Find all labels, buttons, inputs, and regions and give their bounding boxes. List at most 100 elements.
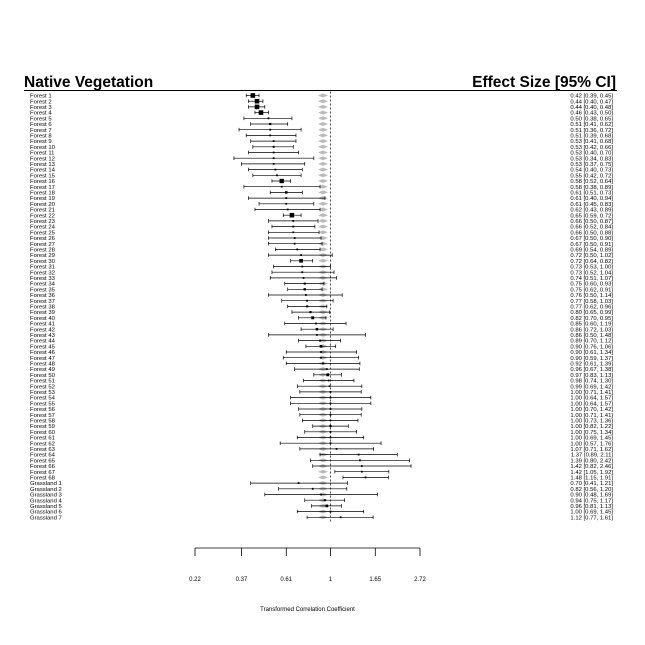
study-row: Forest 25 0.66 [0.50, 0.88] [30,230,613,236]
study-label: Grassland 2 [30,487,62,493]
effect-size-text: 0.58 [0.38, 0.89] [570,185,613,191]
study-label: Forest 49 [30,367,55,373]
study-label: Forest 45 [30,344,56,350]
study-label: Forest 31 [30,265,55,271]
study-row: Forest 47 0.90 [0.59, 1.37] [30,355,613,362]
point-estimate [267,117,270,120]
study-row: Forest 50 0.97 [0.83, 1.13] [30,372,613,379]
study-row: Forest 9 0.53 [0.41, 0.68] [30,139,613,145]
prediction-diamond [318,139,329,144]
study-label: Forest 22 [30,213,55,219]
study-label: Forest 28 [30,248,56,254]
study-label: Forest 58 [30,419,56,425]
study-label: Forest 40 [30,316,56,322]
point-estimate [292,231,295,234]
study-label: Forest 15 [30,173,56,179]
study-row: Forest 11 0.53 [0.40, 0.70] [30,150,613,157]
study-row: Forest 62 1.00 [0.57, 1.76] [30,441,613,447]
study-label: Forest 47 [30,356,55,362]
effect-size-text: 0.73 [0.53, 1.00] [570,265,613,271]
study-row: Forest 66 1.42 [0.82, 2.46] [30,464,613,470]
effect-size-text: 0.67 [0.50, 0.90] [570,236,613,242]
effect-size-text: 0.82 [0.70, 0.95] [570,316,613,322]
point-estimate [305,294,307,296]
study-row: Forest 51 0.98 [0.74, 1.30] [30,378,613,385]
study-rows: Forest 1 0.42 [0.39, 0.45] Forest 2 0.44 [0… [30,91,613,524]
effect-size-text: 0.69 [0.54, 0.89] [570,248,613,254]
effect-size-text: 0.66 [0.52, 0.84] [570,225,613,231]
point-estimate [300,254,302,256]
study-label: Forest 18 [30,191,56,197]
x-tick-label: 1.65 [369,577,381,583]
point-estimate [254,104,260,110]
study-row: Forest 16 0.58 [0.52, 0.64] [30,178,613,185]
study-label: Forest 29 [30,253,55,259]
study-row: Grassland 7 1.12 [0.77, 1.61] [30,515,613,521]
effect-size-text: 0.96 [0.81, 1.13] [570,504,613,510]
study-label: Grassland 1 [30,481,62,487]
point-estimate [272,140,275,142]
study-label: Forest 66 [30,464,56,470]
study-row: Forest 58 1.00 [0.73, 1.36] [30,418,613,425]
effect-size-text: 0.90 [0.59, 1.37] [570,356,613,362]
study-row: Forest 20 0.61 [0.45, 0.83] [30,201,613,208]
study-label: Forest 7 [30,128,52,134]
effect-size-text: 0.73 [0.52, 1.04] [570,270,613,276]
effect-size-text: 0.98 [0.74, 1.30] [570,379,613,385]
effect-size-text: 1.00 [0.71, 1.41] [570,390,613,396]
point-estimate [360,470,363,473]
effect-size-text: 0.50 [0.38, 0.65] [570,116,613,122]
study-label: Forest 52 [30,384,55,390]
study-row: Forest 36 0.76 [0.50, 1.14] [30,293,613,299]
effect-size-text: 0.77 [0.58, 1.03] [570,299,613,305]
point-estimate [335,448,338,450]
effect-size-text: 0.44 [0.40, 0.48] [570,105,613,111]
study-label: Forest 23 [30,219,56,225]
study-row: Forest 27 0.67 [0.50, 0.91] [30,241,613,248]
effect-size-text: 0.86 [0.72, 1.03] [570,327,613,333]
point-estimate [339,516,342,519]
study-label: Forest 26 [30,236,56,242]
effect-size-text: 0.74 [0.51, 1.07] [570,276,613,282]
study-row: Grassland 4 0.94 [0.75, 1.17] [30,498,613,504]
study-label: Forest 24 [30,225,56,231]
point-estimate [269,134,272,137]
study-row: Forest 3 0.44 [0.40, 0.48] [30,104,613,111]
effect-size-text: 0.53 [0.41, 0.68] [570,139,613,145]
point-estimate [250,93,256,98]
prediction-diamond [318,201,329,206]
effect-size-text: 1.00 [0.64, 1.57] [570,401,613,407]
effect-size-text: 1.00 [0.73, 1.36] [570,419,613,425]
study-row: Forest 15 0.55 [0.42, 0.72] [30,173,613,179]
study-row: Grassland 5 0.96 [0.81, 1.13] [30,503,613,510]
x-tick-label: 1 [329,577,333,583]
point-estimate [329,442,332,445]
prediction-diamond [318,224,329,229]
effect-size-text: 0.53 [0.42, 0.66] [570,145,613,151]
point-estimate [279,178,284,184]
study-row: Forest 59 1.00 [0.82, 1.22] [30,424,613,430]
effect-size-text: 1.00 [0.71, 1.41] [570,413,613,419]
study-label: Forest 44 [30,339,56,345]
effect-size-text: 0.82 [0.56, 1.20] [570,487,613,493]
point-estimate [301,271,304,274]
effect-size-text: 0.62 [0.43, 0.89] [570,208,613,214]
study-label: Forest 53 [30,390,56,396]
study-row: Forest 49 0.96 [0.67, 1.38] [30,367,613,373]
point-estimate [311,487,314,490]
study-row: Grassland 3 0.90 [0.48, 1.69] [30,492,613,499]
effect-size-text: 0.51 [0.41, 0.62] [570,122,613,128]
point-estimate [329,402,332,405]
prediction-diamond [318,127,329,132]
effect-size-text: 0.97 [0.83, 1.13] [570,373,613,379]
effect-size-text: 0.51 [0.36, 0.72] [570,128,613,134]
study-row: Forest 8 0.51 [0.39, 0.68] [30,133,613,140]
study-row: Forest 68 1.48 [1.15, 1.91] [30,475,613,482]
point-estimate [329,510,332,513]
point-estimate [272,145,275,148]
study-row: Forest 64 1.37 [0.89, 2.11] [30,452,613,459]
study-label: Forest 42 [30,327,55,333]
study-row: Forest 54 1.00 [0.64, 1.57] [30,395,613,402]
x-axis: 0.22 0.37 0.61 1 1.65 2.72 [189,547,426,583]
